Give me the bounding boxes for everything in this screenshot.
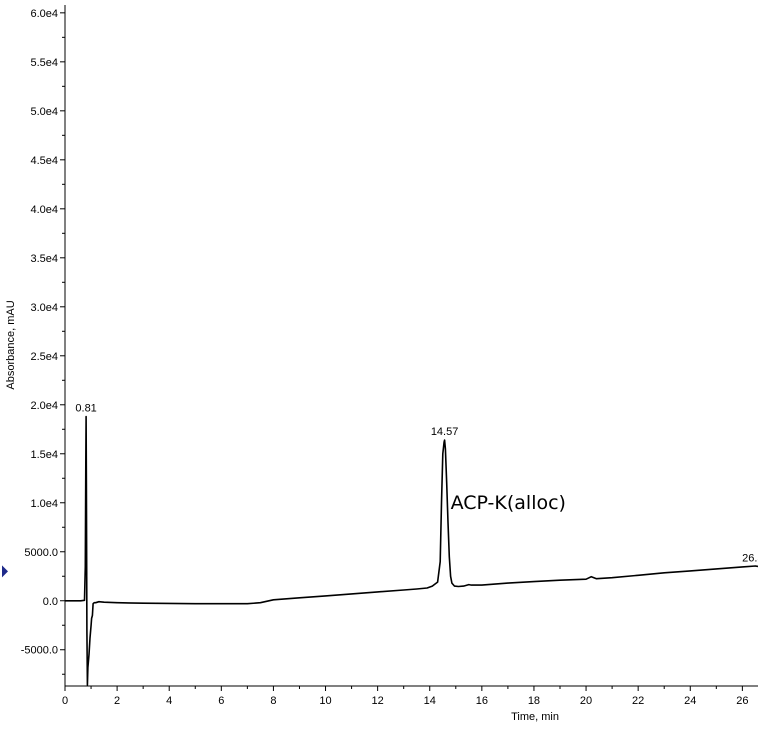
x-tick-label: 0 [62, 695, 68, 707]
baseline-marker-icon [2, 565, 8, 578]
y-tick-label: 5000.0 [24, 547, 58, 559]
x-tick-label: 16 [476, 695, 488, 707]
axes: -5000.0 0.0 5000.0 1.0e4 1.5e4 2.0e4 2.5e4 3.0e… [2, 5, 758, 707]
y-tick-label: 3.0e4 [30, 302, 58, 314]
y-tick-label: 5.0e4 [30, 106, 58, 118]
x-tick-label: 10 [319, 695, 331, 707]
peak-label: 0.81 [75, 403, 96, 415]
x-tick-label: 4 [166, 695, 172, 707]
y-tick-label: 1.0e4 [30, 498, 58, 510]
x-tick-label: 22 [632, 695, 644, 707]
y-tick-label: 4.0e4 [30, 204, 58, 216]
series-layer [65, 415, 758, 686]
x-tick-label: 20 [580, 695, 592, 707]
x-tick-label: 6 [218, 695, 224, 707]
y-tick-label: 2.0e4 [30, 400, 58, 412]
compound-annotation: ACP-K(alloc) [451, 492, 566, 514]
x-tick-label: 24 [684, 695, 696, 707]
y-tick-label: 6.0e4 [30, 8, 58, 20]
x-axis-title: Time, min [511, 711, 559, 723]
labels-layer: 0.81 14.57 26.52 ACP-K(alloc) [75, 403, 758, 565]
y-tick-label: 0.0 [43, 596, 58, 608]
y-tick-label: 3.5e4 [30, 253, 58, 265]
y-tick-label: 2.5e4 [30, 351, 58, 363]
x-tick-label: 8 [270, 695, 276, 707]
peak-label: 14.57 [431, 426, 459, 438]
y-tick-label: 5.5e4 [30, 57, 58, 69]
y-tick-label: 1.5e4 [30, 449, 58, 461]
x-tick-label: 2 [114, 695, 120, 707]
y-axis-title: Absorbance, mAU [5, 300, 17, 389]
x-tick-label: 12 [372, 695, 384, 707]
y-tick-label: 4.5e4 [30, 155, 58, 167]
x-tick-label: 14 [424, 695, 436, 707]
x-tick-label: 26 [736, 695, 748, 707]
x-tick-label: 18 [528, 695, 540, 707]
peak-label: 26.52 [742, 552, 758, 564]
y-tick-label: -5000.0 [21, 645, 58, 657]
chromatogram-trace [65, 415, 758, 686]
